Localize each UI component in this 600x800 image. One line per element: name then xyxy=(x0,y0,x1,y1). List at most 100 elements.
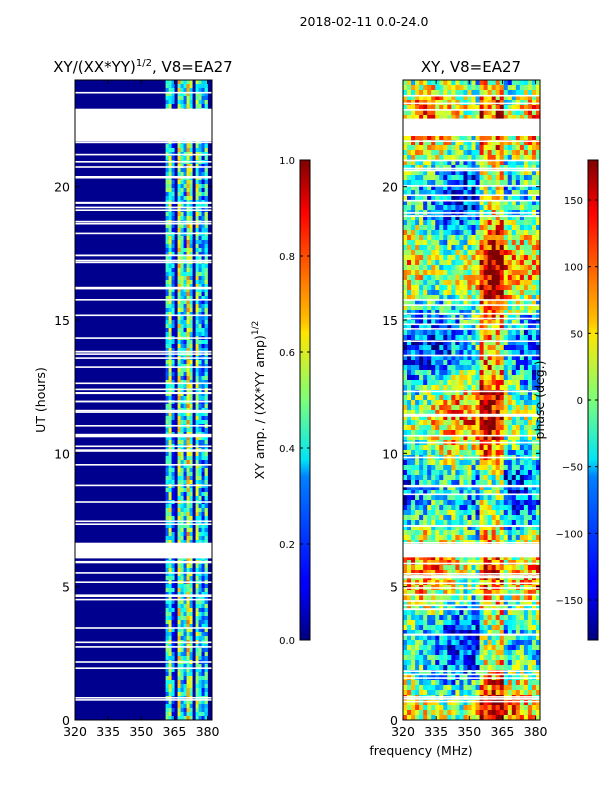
heatmap-cell xyxy=(168,144,172,149)
heatmap-cell xyxy=(415,365,420,371)
heatmap-cell xyxy=(435,430,440,436)
heatmap-cell xyxy=(503,275,509,281)
heatmap-cell xyxy=(463,420,468,426)
heatmap-cell xyxy=(180,568,184,573)
heatmap-cell xyxy=(519,250,525,256)
heatmap-cell xyxy=(483,140,488,146)
heatmap-cell xyxy=(192,224,196,229)
heatmap-cell xyxy=(419,320,424,326)
heatmap-cell xyxy=(180,428,184,433)
heatmap-cell xyxy=(189,292,193,297)
heatmap-cell xyxy=(447,300,452,306)
heatmap-cell xyxy=(180,412,184,417)
heatmap-cell xyxy=(443,410,448,416)
heatmap-cell xyxy=(201,436,205,441)
heatmap-cell xyxy=(503,330,509,336)
heatmap-cell xyxy=(177,524,181,529)
heatmap-cell xyxy=(491,300,496,306)
heatmap-cell xyxy=(459,315,464,321)
heatmap-cell xyxy=(411,375,416,381)
heatmap-cell xyxy=(519,165,525,171)
heatmap-cell xyxy=(503,310,509,316)
heatmap-cell xyxy=(177,252,181,257)
heatmap-cell xyxy=(180,92,184,97)
heatmap-cell xyxy=(503,360,509,366)
heatmap-cell xyxy=(443,175,448,181)
heatmap-cell xyxy=(171,452,175,457)
heatmap-cell xyxy=(463,280,468,286)
heatmap-cell xyxy=(463,220,468,226)
heatmap-cell xyxy=(451,115,456,121)
heatmap-cell xyxy=(403,260,408,266)
heatmap-cell xyxy=(411,135,416,141)
heatmap-cell xyxy=(186,188,190,193)
heatmap-cell xyxy=(189,368,193,373)
heatmap-cell xyxy=(427,430,432,436)
heatmap-cell xyxy=(455,165,460,171)
heatmap-cell xyxy=(447,345,452,351)
heatmap-cell xyxy=(419,225,424,231)
heatmap-cell xyxy=(189,584,193,589)
heatmap-cell xyxy=(198,496,202,501)
heatmap-cell xyxy=(180,308,184,313)
heatmap-cell xyxy=(443,280,448,286)
heatmap-cell xyxy=(415,145,420,151)
heatmap-cell xyxy=(171,372,175,377)
flagged-row xyxy=(75,382,212,385)
heatmap-cell xyxy=(403,265,408,271)
heatmap-cell xyxy=(198,328,202,333)
heatmap-cell xyxy=(507,85,513,91)
heatmap-cell xyxy=(165,452,169,457)
heatmap-cell xyxy=(531,255,537,261)
heatmap-cell xyxy=(204,452,208,457)
heatmap-cell xyxy=(403,155,408,161)
heatmap-cell xyxy=(459,165,464,171)
heatmap-cell xyxy=(439,240,444,246)
heatmap-cell xyxy=(447,360,452,366)
heatmap-cell xyxy=(495,275,501,281)
heatmap-cell xyxy=(198,648,202,653)
heatmap-cell xyxy=(198,712,202,717)
heatmap-cell xyxy=(467,95,472,101)
heatmap-cell xyxy=(463,435,468,441)
heatmap-cell xyxy=(204,540,208,545)
heatmap-cell xyxy=(531,230,537,236)
heatmap-cell xyxy=(171,256,175,261)
heatmap-cell xyxy=(171,180,175,185)
heatmap-cell xyxy=(403,255,408,261)
heatmap-cell xyxy=(204,156,208,161)
heatmap-cell xyxy=(168,528,172,533)
heatmap-cell xyxy=(407,335,412,341)
heatmap-cell xyxy=(186,96,190,101)
heatmap-cell xyxy=(183,372,187,377)
heatmap-cell xyxy=(189,684,193,689)
heatmap-cell xyxy=(511,435,517,441)
heatmap-cell xyxy=(495,135,501,141)
flagged-row xyxy=(75,501,212,503)
heatmap-cell xyxy=(491,345,496,351)
heatmap-cell xyxy=(439,185,444,191)
heatmap-cell xyxy=(423,385,428,391)
heatmap-cell xyxy=(435,420,440,426)
heatmap-cell xyxy=(198,248,202,253)
heatmap-cell xyxy=(415,245,420,251)
heatmap-cell xyxy=(177,88,181,93)
heatmap-cell xyxy=(479,460,484,466)
heatmap-cell xyxy=(427,80,432,86)
heatmap-cell xyxy=(165,144,169,149)
heatmap-cell xyxy=(192,96,196,101)
heatmap-cell xyxy=(168,412,172,417)
heatmap-cell xyxy=(531,145,537,151)
heatmap-cell xyxy=(186,620,190,625)
heatmap-cell xyxy=(183,496,187,501)
heatmap-cell xyxy=(483,300,488,306)
heatmap-cell xyxy=(523,230,529,236)
heatmap-cell xyxy=(527,250,533,256)
heatmap-cell xyxy=(168,652,172,657)
heatmap-cell xyxy=(507,280,513,286)
heatmap-cell xyxy=(171,456,175,461)
heatmap-cell xyxy=(186,436,190,441)
heatmap-cell xyxy=(192,332,196,337)
heatmap-cell xyxy=(403,215,408,221)
heatmap-cell xyxy=(195,612,199,617)
